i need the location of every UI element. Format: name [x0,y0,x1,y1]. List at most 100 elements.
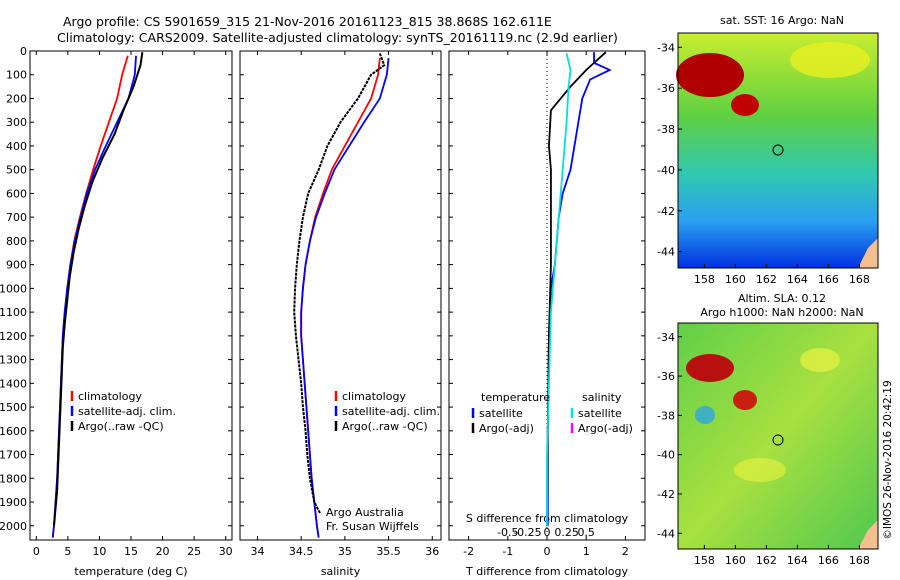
map-ytick-label: -42 [657,488,675,501]
diff-xtick-label: -1 [502,545,513,558]
diff-top-tick-label: 0.25 [554,526,579,539]
sla-argo-marker [772,434,784,446]
sal-xtick-label: 34.5 [289,545,314,558]
figure-title-line1: Argo profile: CS 5901659_315 21-Nov-2016… [63,14,552,29]
temperature-depth-tick-label: 1500 [0,401,27,414]
temperature-panel: 0100200300400500600700800900100011001200… [0,45,233,578]
figure-title-line2: Climatology: CARS2009. Satellite-adjuste… [57,30,618,45]
temperature-depth-tick-label: 0 [20,45,27,58]
sla-high-2 [733,390,757,410]
map-ytick-label: -38 [657,409,675,422]
temperature-depth-tick-label: 1800 [0,472,27,485]
map-xtick-label: 164 [787,273,808,286]
difference-panel: -2 -1 0 1 2 T difference from climatology -0.5… [448,50,646,578]
credit-line2: Fr. Susan Wijffels [326,520,419,533]
map-ytick-label: -36 [657,370,675,383]
map-ytick-label: -34 [657,41,675,54]
temperature-depth-tick-label: 900 [6,259,27,272]
map-ytick-label: -40 [657,449,675,462]
sla-high-1 [686,354,734,382]
sal-series-argo-raw-qc [293,53,386,515]
sla-land [858,520,878,549]
sla-map-title-line1: Altim. SLA: 0.12 [738,292,826,305]
diff-top-tick-label: 0 [544,526,551,539]
sla-patch-1 [800,348,840,372]
map-xtick-label: 158 [694,273,715,286]
map-xtick-label: 168 [849,273,870,286]
diff-xtick-label: 1 [583,545,590,558]
temperature-depth-tick-label: 1100 [0,306,27,319]
sst-warm-patch [790,42,870,78]
map-ytick-label: -40 [657,164,675,177]
temp-xtick-label: 25 [187,545,201,558]
temperature-depth-tick-label: 2000 [0,520,27,533]
temp-legend-label: Argo(..raw -QC) [78,420,164,433]
sal-xtick-label: 35.5 [376,545,401,558]
map-xtick-label: 168 [849,554,870,567]
temp-xtick-label: 0 [33,545,40,558]
map-xtick-label: 158 [694,554,715,567]
map-ytick-label: -38 [657,123,675,136]
diff-series-t-satellite [546,52,612,526]
map-xtick-label: 162 [756,273,777,286]
map-xtick-label: 162 [756,554,777,567]
temperature-depth-tick-label: 1200 [0,330,27,343]
diff-legend-header: salinity [582,391,622,404]
temperature-depth-tick-label: 1400 [0,377,27,390]
sla-map-title-line2: Argo h1000: NaN h2000: NaN [700,306,863,319]
temp-xtick-label: 30 [219,545,233,558]
temp-xtick-label: 10 [92,545,106,558]
sst-land [858,238,878,268]
diff-series-t-argo-adj [546,51,607,526]
sla-low [695,406,715,424]
temperature-depth-tick-label: 1900 [0,496,27,509]
diff-xlabel: T difference from climatology [465,565,628,578]
temperature-depth-tick-label: 700 [6,211,27,224]
sal-legend-label: satellite-adj. clim. [342,405,440,418]
map-ytick-label: -44 [657,246,675,259]
temp-legend-label: satellite-adj. clim. [78,405,176,418]
sst-warm-eddy [676,53,744,97]
temp-xtick-label: 5 [64,545,71,558]
temp-legend-label: climatology [78,390,142,403]
sst-argo-marker [772,144,784,156]
sal-frame [239,50,442,541]
temp-series-satellite-adj-clim [51,55,137,538]
sst-warm-eddy-2 [731,94,759,116]
temp-series-argo-raw-qc [52,52,144,526]
temperature-depth-tick-label: 1600 [0,425,27,438]
diff-series-s-satellite [546,53,572,526]
diff-legend-label: satellite [479,407,523,420]
sal-legend-label: climatology [342,390,406,403]
sst-map: sat. SST: 16 Argo: NaN 158 160 162 164 166 16… [657,14,879,286]
temp-xtick-label: 20 [156,545,170,558]
sst-map-frame [677,32,879,269]
temperature-depth-tick-label: 800 [6,235,27,248]
salinity-panel: 34 34.5 35 35.5 36 salinity climatology satelli… [239,50,442,578]
sal-xlabel: salinity [321,565,361,578]
sal-xtick-label: 34 [250,545,264,558]
diff-legend-label: Argo(-adj) [479,422,534,435]
temperature-depth-tick-label: 1700 [0,449,27,462]
diff-top-tick-label: 0.5 [577,526,595,539]
map-ytick-label: -44 [657,527,675,540]
temp-frame [29,50,233,541]
temperature-depth-tick-label: 500 [6,164,27,177]
map-xtick-label: 160 [725,273,746,286]
diff-xtick-label: 0 [544,545,551,558]
diff-legend-label: satellite [578,407,622,420]
temp-xtick-label: 15 [124,545,138,558]
map-ytick-label: -34 [657,331,675,344]
temp-xlabel: temperature (deg C) [74,565,187,578]
temperature-depth-tick-label: 400 [6,140,27,153]
map-ytick-label: -36 [657,82,675,95]
sal-xtick-label: 35 [338,545,352,558]
diff-xtick-label: -2 [463,545,474,558]
temperature-depth-tick-label: 1000 [0,282,27,295]
diff-xtick-label: 2 [622,545,629,558]
temperature-depth-tick-label: 100 [6,69,27,82]
map-xtick-label: 166 [818,273,839,286]
diff-legend-header: temperature [481,391,550,404]
map-xtick-label: 160 [725,554,746,567]
